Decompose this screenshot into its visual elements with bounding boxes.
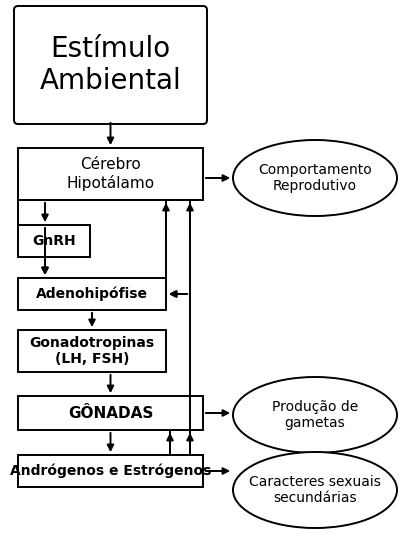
Text: Adenohipófise: Adenohipófise [36, 287, 148, 301]
FancyBboxPatch shape [18, 278, 166, 310]
Ellipse shape [232, 452, 396, 528]
FancyBboxPatch shape [18, 455, 202, 487]
FancyBboxPatch shape [14, 6, 207, 124]
Ellipse shape [232, 377, 396, 453]
FancyBboxPatch shape [18, 396, 202, 430]
Text: Estímulo
Ambiental: Estímulo Ambiental [40, 35, 181, 95]
Ellipse shape [232, 140, 396, 216]
FancyBboxPatch shape [18, 148, 202, 200]
Text: GnRH: GnRH [32, 234, 76, 248]
FancyBboxPatch shape [18, 330, 166, 372]
FancyBboxPatch shape [18, 225, 90, 257]
Text: Gonadotropinas
(LH, FSH): Gonadotropinas (LH, FSH) [30, 336, 154, 366]
Text: GÔNADAS: GÔNADAS [68, 406, 153, 421]
Text: Cérebro
Hipotálamo: Cérebro Hipotálamo [66, 157, 154, 191]
Text: Comportamento
Reprodutivo: Comportamento Reprodutivo [258, 163, 371, 193]
Text: Andrógenos e Estrógenos: Andrógenos e Estrógenos [10, 464, 211, 478]
Text: Caracteres sexuais
secundárias: Caracteres sexuais secundárias [248, 475, 380, 505]
Text: Produção de
gametas: Produção de gametas [271, 400, 357, 430]
